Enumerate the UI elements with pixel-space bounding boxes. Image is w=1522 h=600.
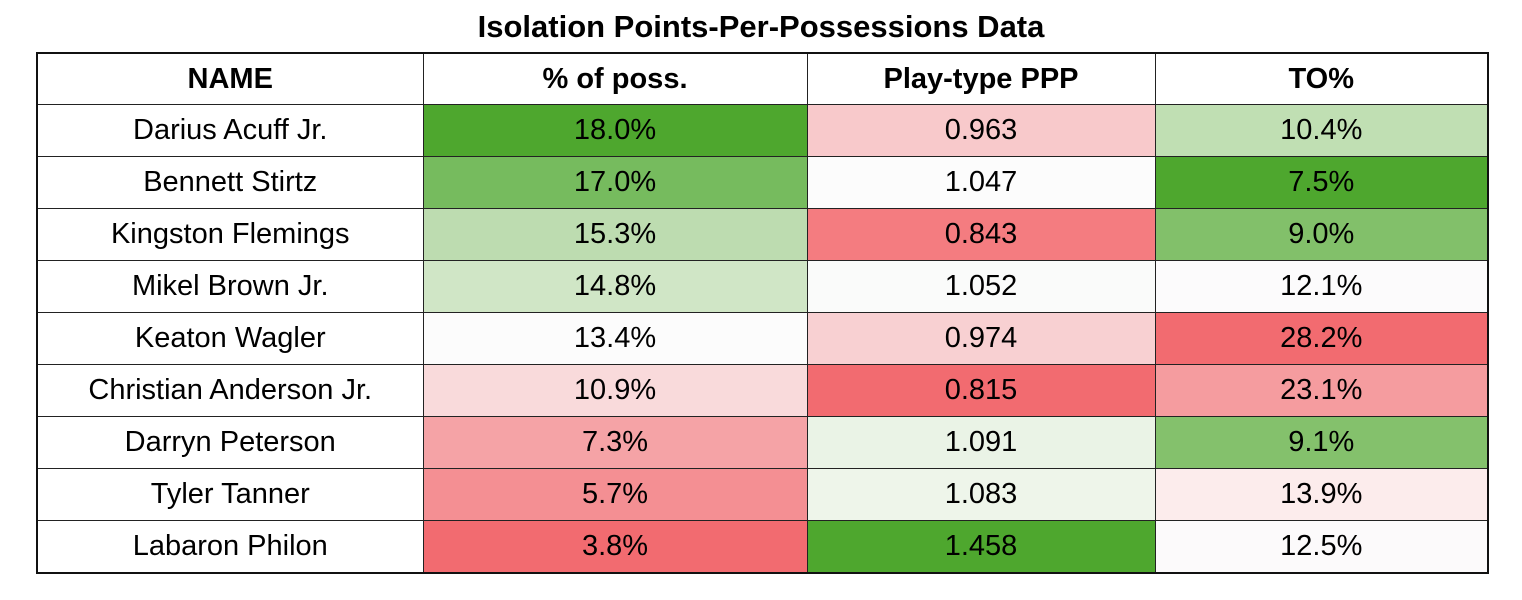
player-name-cell: Christian Anderson Jr.: [36, 364, 424, 417]
column-header-ppp: Play-type PPP: [806, 52, 1156, 105]
ppp-cell: 0.843: [806, 208, 1156, 261]
ppp-cell: 1.091: [806, 416, 1156, 469]
player-name-cell: Labaron Philon: [36, 520, 424, 573]
header-row: NAME % of poss. Play-type PPP TO%: [36, 52, 1489, 105]
poss-percent-cell: 14.8%: [422, 260, 808, 313]
table-row: Labaron Philon 3.8% 1.458 12.5%: [36, 520, 1489, 573]
table-row: Bennett Stirtz 17.0% 1.047 7.5%: [36, 156, 1489, 209]
table-row: Darius Acuff Jr. 18.0% 0.963 10.4%: [36, 104, 1489, 157]
player-name-cell: Keaton Wagler: [36, 312, 424, 365]
table-row: Darryn Peterson 7.3% 1.091 9.1%: [36, 416, 1489, 469]
column-header-name: NAME: [36, 52, 424, 105]
column-header-poss: % of poss.: [422, 52, 808, 105]
player-name-cell: Kingston Flemings: [36, 208, 424, 261]
ppp-cell: 0.974: [806, 312, 1156, 365]
ppp-cell: 0.815: [806, 364, 1156, 417]
ppp-table: NAME % of poss. Play-type PPP TO% Darius…: [36, 52, 1489, 574]
poss-percent-cell: 10.9%: [422, 364, 808, 417]
table-row: Kingston Flemings 15.3% 0.843 9.0%: [36, 208, 1489, 261]
turnover-percent-cell: 13.9%: [1154, 468, 1489, 521]
ppp-cell: 1.458: [806, 520, 1156, 573]
table-body: Darius Acuff Jr. 18.0% 0.963 10.4% Bennett S…: [36, 104, 1489, 573]
poss-percent-cell: 7.3%: [422, 416, 808, 469]
ppp-cell: 0.963: [806, 104, 1156, 157]
turnover-percent-cell: 10.4%: [1154, 104, 1489, 157]
turnover-percent-cell: 28.2%: [1154, 312, 1489, 365]
ppp-cell: 1.047: [806, 156, 1156, 209]
player-name-cell: Darryn Peterson: [36, 416, 424, 469]
player-name-cell: Tyler Tanner: [36, 468, 424, 521]
poss-percent-cell: 18.0%: [422, 104, 808, 157]
ppp-cell: 1.052: [806, 260, 1156, 313]
poss-percent-cell: 3.8%: [422, 520, 808, 573]
turnover-percent-cell: 12.5%: [1154, 520, 1489, 573]
table-row: Tyler Tanner 5.7% 1.083 13.9%: [36, 468, 1489, 521]
player-name-cell: Darius Acuff Jr.: [36, 104, 424, 157]
table-row: Keaton Wagler 13.4% 0.974 28.2%: [36, 312, 1489, 365]
ppp-cell: 1.083: [806, 468, 1156, 521]
turnover-percent-cell: 23.1%: [1154, 364, 1489, 417]
poss-percent-cell: 5.7%: [422, 468, 808, 521]
table-row: Christian Anderson Jr. 10.9% 0.815 23.1%: [36, 364, 1489, 417]
poss-percent-cell: 17.0%: [422, 156, 808, 209]
turnover-percent-cell: 7.5%: [1154, 156, 1489, 209]
poss-percent-cell: 13.4%: [422, 312, 808, 365]
turnover-percent-cell: 12.1%: [1154, 260, 1489, 313]
player-name-cell: Mikel Brown Jr.: [36, 260, 424, 313]
player-name-cell: Bennett Stirtz: [36, 156, 424, 209]
column-header-to: TO%: [1154, 52, 1489, 105]
turnover-percent-cell: 9.1%: [1154, 416, 1489, 469]
poss-percent-cell: 15.3%: [422, 208, 808, 261]
table-row: Mikel Brown Jr. 14.8% 1.052 12.1%: [36, 260, 1489, 313]
turnover-percent-cell: 9.0%: [1154, 208, 1489, 261]
table-title: Isolation Points-Per-Possessions Data: [477, 9, 1045, 44]
